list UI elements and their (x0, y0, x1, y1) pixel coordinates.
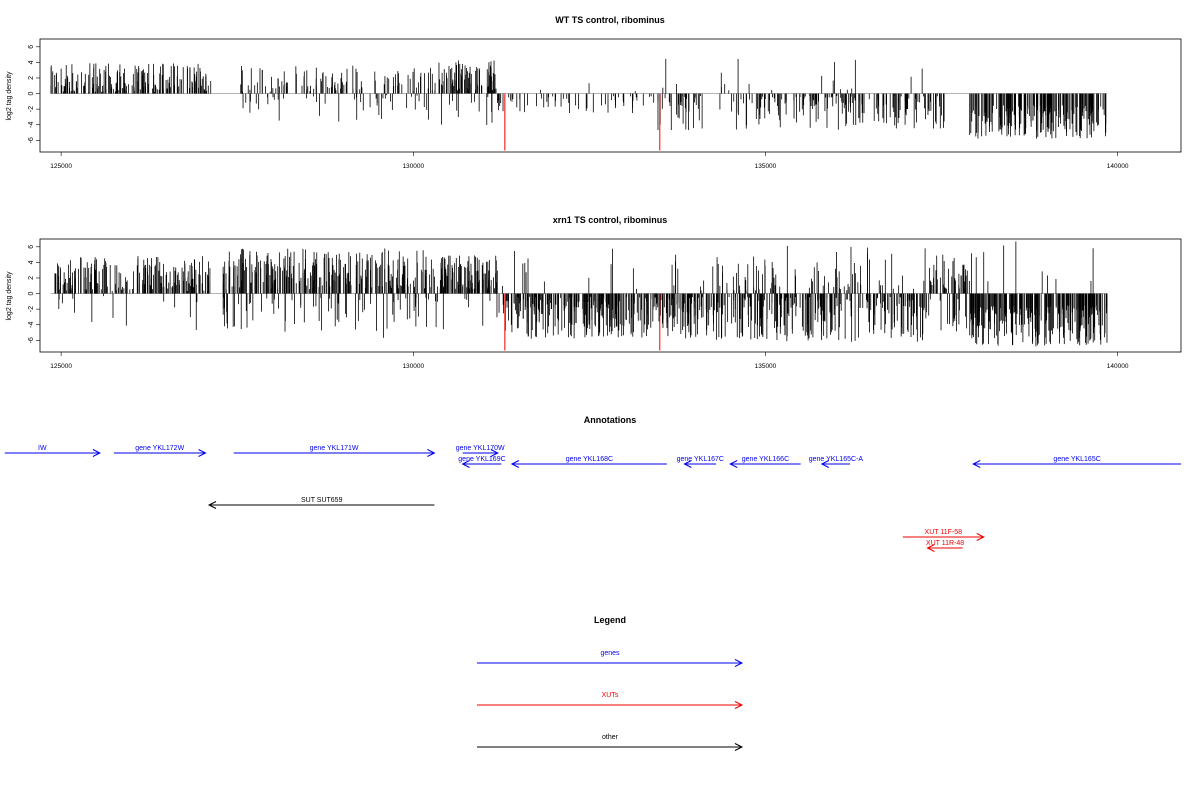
legend-entries: genes XUTs other (477, 650, 744, 751)
legend-arrowhead (734, 743, 744, 751)
legend-arrowhead (734, 701, 744, 709)
x-tick-label: 125000 (50, 163, 72, 170)
x-tick-label: 130000 (402, 363, 424, 370)
x-tick-label: 125000 (50, 363, 72, 370)
x-tick-label: 140000 (1107, 363, 1129, 370)
legend-label: XUTs (602, 692, 619, 699)
axes-group: -6 -4 -2 0 2 4 6 125000 130000 135000 140000 (28, 45, 1129, 170)
x-tick-label: 130000 (402, 163, 424, 170)
feature-label: IW (38, 445, 47, 452)
axes-group: -6 -4 -2 0 2 4 6 125000 130000 135000 140000 (28, 245, 1129, 370)
legend-panel: Legend genes XUTs other (477, 615, 744, 751)
feature-label: gene YKL171W (310, 445, 359, 452)
feature-label: gene YKL169C (458, 456, 505, 463)
y-tick-label: -4 (28, 122, 35, 128)
feature-label: gene YKL165C (1053, 456, 1100, 463)
feature-arrowhead (92, 449, 101, 457)
bars-group (50, 241, 1108, 351)
feature-arrowhead (729, 460, 738, 468)
feature-label: XUT 11R-48 (926, 540, 964, 547)
panel-xrn1: xrn1 TS control, ribominus log2 tag dens… (6, 215, 1182, 370)
feature-arrowhead (926, 544, 935, 552)
feature-arrowhead (427, 449, 436, 457)
feature-label: gene YKL172W (135, 445, 184, 452)
y-tick-label: 4 (28, 60, 35, 64)
feature-arrowhead (207, 501, 217, 509)
y-tick-label: 0 (28, 292, 35, 296)
y-tick-label: -6 (28, 137, 35, 143)
annotations-panel: Annotations IW gene YKL172W gene YKL171W ge… (4, 415, 1181, 552)
y-tick-label: -2 (28, 106, 35, 112)
y-tick-label: -2 (28, 306, 35, 312)
y-tick-label: 4 (28, 260, 35, 264)
plot-frame (39, 238, 1182, 353)
feature-arrowhead (976, 533, 985, 541)
plot-frame (39, 38, 1182, 153)
feature-label: gene YKL170W (456, 445, 505, 452)
feature-arrowhead (820, 460, 830, 468)
legend-label: other (602, 734, 619, 741)
feature-tracks: IW gene YKL172W gene YKL171W gene YKL170W ge… (4, 445, 1181, 552)
feature-label: gene YKL167C (677, 456, 724, 463)
x-tick-label: 135000 (755, 363, 777, 370)
y-tick-label: 2 (28, 76, 35, 80)
panel-title: xrn1 TS control, ribominus (553, 215, 668, 225)
feature-arrowhead (510, 460, 520, 468)
annotations-title: Annotations (584, 415, 637, 425)
y-tick-label: -4 (28, 322, 35, 328)
y-axis-label: log2 tag density (6, 271, 13, 321)
bars-group (50, 58, 1108, 151)
feature-arrowhead (490, 449, 499, 457)
y-tick-label: 6 (28, 45, 35, 49)
panel-wt: WT TS control, ribominus log2 tag densit… (6, 15, 1182, 170)
feature-arrowhead (683, 460, 692, 468)
feature-arrowhead (972, 460, 981, 468)
panel-title: WT TS control, ribominus (555, 15, 665, 25)
feature-arrowhead (198, 449, 207, 457)
x-tick-label: 140000 (1107, 163, 1129, 170)
feature-label: XUT 11F-58 (925, 529, 963, 536)
legend-arrowhead (734, 659, 744, 667)
x-tick-label: 135000 (755, 163, 777, 170)
feature-label: gene YKL165C-A (809, 456, 864, 463)
feature-label: gene YKL166C (742, 456, 789, 463)
legend-label: genes (600, 650, 620, 657)
y-tick-label: 2 (28, 276, 35, 280)
y-axis-label: log2 tag density (6, 71, 13, 121)
legend-title: Legend (594, 615, 626, 625)
y-tick-label: -6 (28, 337, 35, 343)
feature-label: gene YKL168C (566, 456, 613, 463)
y-tick-label: 6 (28, 245, 35, 249)
feature-label: SUT SUT659 (301, 497, 343, 504)
feature-arrowhead (461, 460, 470, 468)
y-tick-label: 0 (28, 92, 35, 96)
